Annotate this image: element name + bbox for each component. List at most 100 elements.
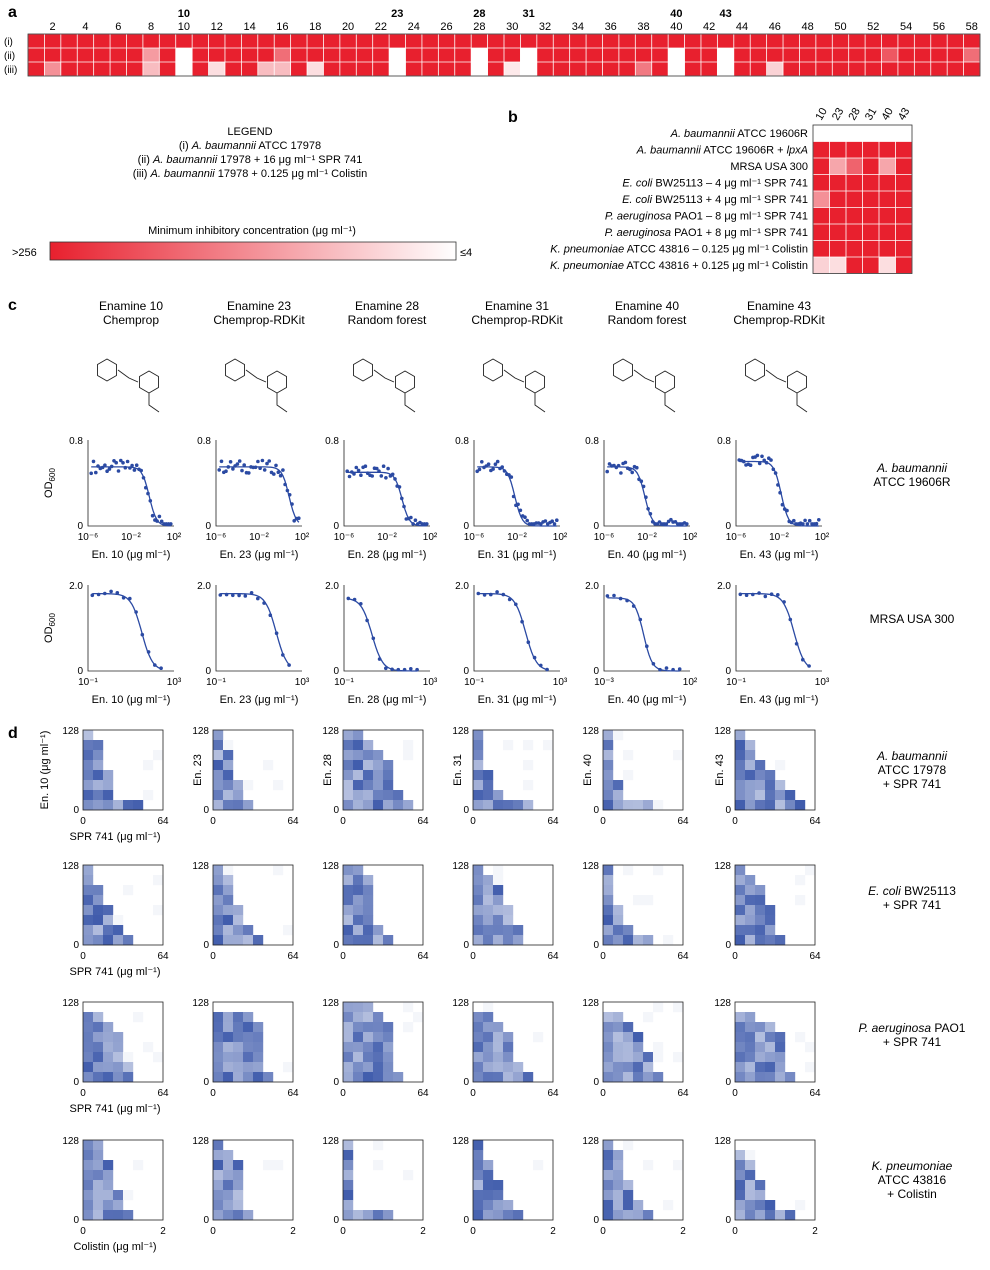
heatmap-cell <box>83 865 94 876</box>
heatmap-a-cell <box>504 34 521 48</box>
data-point <box>217 468 221 472</box>
y-tick-label: 2.0 <box>325 581 339 592</box>
heatmap-cell <box>755 780 766 791</box>
heatmap-cell <box>93 800 104 811</box>
heatmap-cell <box>213 730 224 741</box>
heatmap-a-cell <box>290 48 308 62</box>
heatmap-cell <box>343 770 354 781</box>
data-point <box>673 520 678 524</box>
x-tick-label: 10³ <box>167 677 182 688</box>
heatmap-a-cell <box>504 48 521 62</box>
heatmap-cell <box>113 1032 124 1043</box>
heatmap-cell <box>745 780 756 791</box>
checkerboard-heatmap: 128 00 64 <box>582 998 689 1099</box>
heatmap-cell <box>735 740 746 751</box>
y-axis-label: En. 10 (μg ml⁻¹) <box>39 731 51 810</box>
data-point <box>491 467 495 471</box>
y-tick-label: 0 <box>205 666 211 677</box>
heatmap-cell <box>603 1062 614 1073</box>
heatmap-cell <box>765 935 776 946</box>
heatmap-cell <box>633 800 644 811</box>
heatmap-cell <box>633 1032 644 1043</box>
od-plot-abaumannii: 0.8 010⁻⁶ 10⁻² 10² En. 28 (μg ml⁻¹) <box>325 436 438 561</box>
heatmap-cell <box>243 1012 254 1023</box>
data-point <box>258 466 262 471</box>
x-axis-label: En. 10 (μg ml⁻¹) <box>92 549 171 561</box>
column-number: 54 <box>900 21 912 33</box>
data-point <box>130 463 134 468</box>
heatmap-a-cell <box>77 62 94 76</box>
heatmap-b-cell <box>879 125 896 142</box>
heatmap-cell <box>493 905 504 916</box>
axes <box>343 585 430 672</box>
fit-curve <box>348 598 418 672</box>
heatmap-cell <box>795 875 806 886</box>
heatmap-cell <box>213 1170 224 1181</box>
compound-title: Enamine 10 <box>99 299 163 313</box>
heatmap-cell <box>413 1012 424 1023</box>
od-plot-abaumannii: 0.8 010⁻⁶ 10⁻² 10² En. 40 (μg ml⁻¹) <box>585 436 698 561</box>
x-tick-label: 64 <box>809 816 821 827</box>
column-number: 34 <box>572 21 584 33</box>
heatmap-cell <box>483 1072 494 1083</box>
x-tick-label: 10² <box>295 532 310 543</box>
heatmap-cell <box>133 800 144 811</box>
heatmap-cell <box>745 1170 756 1181</box>
heatmap-cell <box>473 1150 484 1161</box>
heatmap-cell <box>603 1022 614 1033</box>
heatmap-cell <box>503 935 514 946</box>
data-point <box>265 461 269 466</box>
heatmap-cell <box>243 1022 254 1033</box>
heatmap-cell <box>243 1042 254 1053</box>
heatmap-cell <box>383 1062 394 1073</box>
data-point <box>415 667 419 672</box>
y-tick-label: 128 <box>192 861 209 872</box>
heatmap-cell <box>493 1032 504 1043</box>
heatmap-b-cell <box>813 141 830 158</box>
x-tick-label: 64 <box>677 1088 689 1099</box>
heatmap-cell <box>483 925 494 936</box>
heatmap-a-cell <box>28 34 45 48</box>
heatmap-a-cell <box>372 34 390 48</box>
heatmap-a-cell <box>93 62 111 76</box>
data-point <box>89 471 93 476</box>
y-tick-label: 0 <box>77 521 83 532</box>
data-point <box>224 592 229 597</box>
heatmap-cell <box>483 875 494 886</box>
heatmap-cell <box>103 800 114 811</box>
y-tick-label: 128 <box>582 1136 599 1147</box>
data-point <box>651 662 656 666</box>
heatmap-frame <box>472 864 554 946</box>
heatmap-cell <box>93 1170 104 1181</box>
heatmap-a-cell <box>799 34 817 48</box>
y-tick-label: 128 <box>62 998 79 1009</box>
column-number: 28 <box>473 21 485 33</box>
heatmap-cell <box>233 1210 244 1221</box>
heatmap-cell <box>103 1072 114 1083</box>
heatmap-cell <box>213 1160 224 1171</box>
heatmap-cell <box>93 760 104 771</box>
heatmap-a-cell <box>208 62 226 76</box>
heatmap-cell <box>113 1210 124 1221</box>
heatmap-cell <box>745 935 756 946</box>
axes <box>603 585 690 672</box>
heatmap-cell <box>343 1160 354 1171</box>
x-tick-label: 10⁻¹ <box>726 677 746 688</box>
axes <box>603 440 690 527</box>
data-point <box>764 460 769 465</box>
heatmap-a-cell <box>438 62 456 76</box>
heatmap-cell <box>745 885 756 896</box>
heatmap-cell <box>765 1200 776 1211</box>
heatmap-cell <box>765 770 776 781</box>
heatmap-cell <box>233 800 244 811</box>
data-point <box>283 482 287 487</box>
x-tick-label: 64 <box>547 1088 559 1099</box>
checkerboard-heatmap: 128 00 64 En. 23 <box>192 726 299 827</box>
heatmap-cell <box>473 865 484 876</box>
heatmap-cell <box>503 925 514 936</box>
heatmap-a-cell <box>28 48 45 62</box>
heatmap-a-cell <box>159 62 177 76</box>
heatmap-a-cell <box>405 34 423 48</box>
data-point <box>400 496 404 501</box>
heatmap-cell <box>353 1210 364 1221</box>
